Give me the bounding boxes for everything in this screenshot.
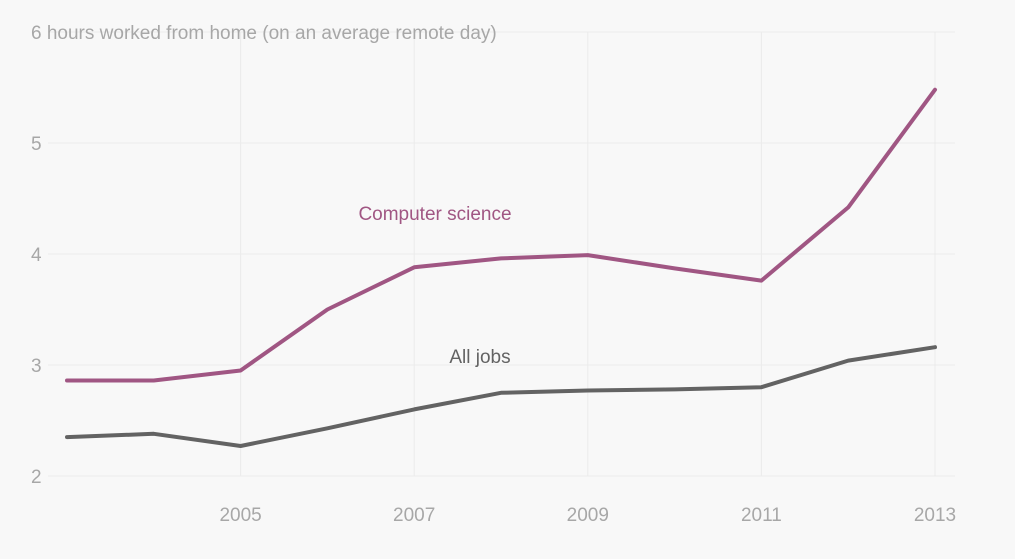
series-lines (65, 87, 937, 448)
series-line-all-jobs (65, 345, 937, 448)
x-tick-label: 2013 (914, 505, 956, 526)
y-tick-label: 3 (31, 356, 42, 377)
x-tick-label: 2011 (741, 505, 782, 526)
y-tick-label-top: 6 hours worked from home (on an average … (31, 23, 497, 44)
series-label-all-jobs: All jobs (449, 347, 510, 368)
x-tick-label: 2009 (567, 505, 609, 526)
x-tick-label: 2007 (393, 505, 435, 526)
y-tick-label: 2 (31, 467, 42, 488)
series-labels: Computer science All jobs (358, 204, 511, 368)
series-label-computer-science: Computer science (358, 204, 511, 225)
gridlines (48, 31, 955, 477)
y-tick-label: 4 (31, 245, 42, 266)
series-line-computer-science (65, 87, 937, 383)
y-tick-label: 5 (31, 134, 42, 155)
x-tick-label: 2005 (219, 505, 261, 526)
axes: 2 3 4 5 6 hours worked from home (on an aver… (31, 23, 956, 526)
